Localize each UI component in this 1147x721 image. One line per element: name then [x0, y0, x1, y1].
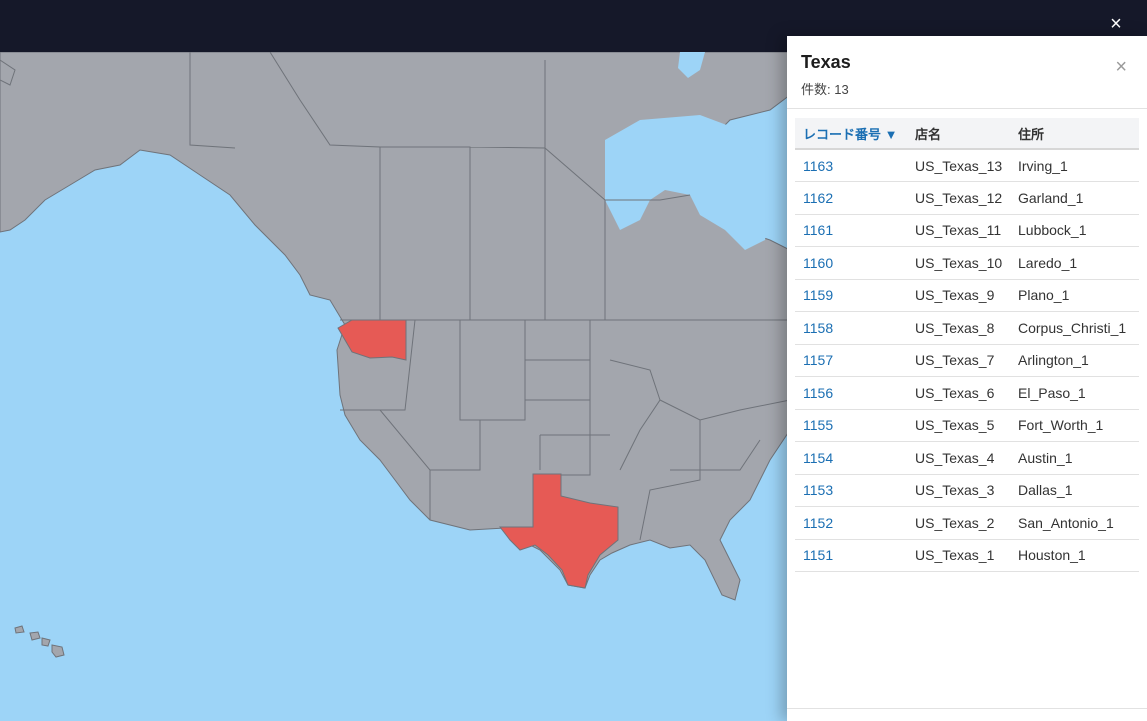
panel-header: Texas 件数: 13 × [787, 36, 1147, 109]
address-cell: Laredo_1 [1010, 246, 1139, 280]
store-name-cell: US_Texas_7 [907, 344, 1010, 377]
record-count: 件数: 13 [801, 82, 849, 97]
record-number-link[interactable]: 1155 [795, 409, 907, 442]
store-name-cell: US_Texas_6 [907, 376, 1010, 410]
address-cell: Fort_Worth_1 [1010, 409, 1139, 442]
record-number-link[interactable]: 1156 [795, 376, 907, 410]
records-table: レコード番号 ▼ 店名 住所 1163 US_Texas_13 Irving_1 11… [795, 118, 1139, 572]
store-name-cell: US_Texas_13 [907, 149, 1010, 182]
store-name-cell: US_Texas_3 [907, 474, 1010, 507]
record-number-link[interactable]: 1152 [795, 506, 907, 540]
store-name-cell: US_Texas_2 [907, 506, 1010, 540]
store-name-cell: US_Texas_9 [907, 279, 1010, 312]
table-row[interactable]: 1160 US_Texas_10 Laredo_1 [795, 246, 1139, 280]
table-row[interactable]: 1152 US_Texas_2 San_Antonio_1 [795, 506, 1139, 540]
province-borders [189, 52, 790, 541]
record-number-link[interactable]: 1161 [795, 214, 907, 247]
address-cell: Houston_1 [1010, 539, 1139, 572]
record-number-link[interactable]: 1158 [795, 311, 907, 345]
address-cell: Austin_1 [1010, 441, 1139, 475]
hawaii-islands [14, 625, 65, 658]
column-address[interactable]: 住所 [1010, 118, 1139, 150]
column-record-number[interactable]: レコード番号 ▼ [795, 118, 907, 150]
store-name-cell: US_Texas_5 [907, 409, 1010, 442]
table-header-row: レコード番号 ▼ 店名 住所 [795, 118, 1139, 150]
us-map[interactable] [0, 52, 790, 721]
record-number-link[interactable]: 1154 [795, 441, 907, 475]
address-cell: Dallas_1 [1010, 474, 1139, 507]
washington-state[interactable] [337, 319, 407, 361]
table-row[interactable]: 1159 US_Texas_9 Plano_1 [795, 279, 1139, 312]
record-number-link[interactable]: 1160 [795, 246, 907, 280]
table-row[interactable]: 1158 US_Texas_8 Corpus_Christi_1 [795, 311, 1139, 345]
hudson-bay [605, 115, 770, 250]
details-panel: Texas 件数: 13 × レコード番号 ▼ 店名 住所 1163 US_Tex… [787, 36, 1147, 721]
store-name-cell: US_Texas_8 [907, 311, 1010, 345]
table-row[interactable]: 1163 US_Texas_13 Irving_1 [795, 149, 1139, 182]
address-cell: Plano_1 [1010, 279, 1139, 312]
column-store-name[interactable]: 店名 [907, 118, 1010, 150]
record-number-link[interactable]: 1163 [795, 149, 907, 182]
store-name-cell: US_Texas_1 [907, 539, 1010, 572]
panel-title: Texas [801, 52, 851, 72]
store-name-cell: US_Texas_10 [907, 246, 1010, 280]
address-cell: San_Antonio_1 [1010, 506, 1139, 540]
table-row[interactable]: 1161 US_Texas_11 Lubbock_1 [795, 214, 1139, 247]
aleutian-islands [0, 59, 16, 86]
address-cell: Corpus_Christi_1 [1010, 311, 1139, 345]
store-name-cell: US_Texas_11 [907, 214, 1010, 247]
record-number-link[interactable]: 1153 [795, 474, 907, 507]
table-row[interactable]: 1157 US_Texas_7 Arlington_1 [795, 344, 1139, 377]
table-row[interactable]: 1154 US_Texas_4 Austin_1 [795, 441, 1139, 475]
table-row[interactable]: 1153 US_Texas_3 Dallas_1 [795, 474, 1139, 507]
arctic-channel [678, 52, 705, 78]
close-icon[interactable]: × [1110, 13, 1122, 35]
table-row[interactable]: 1156 US_Texas_6 El_Paso_1 [795, 376, 1139, 410]
address-cell: Arlington_1 [1010, 344, 1139, 377]
panel-close-icon[interactable]: × [1115, 56, 1127, 78]
address-cell: Irving_1 [1010, 149, 1139, 182]
texas-state[interactable] [498, 473, 619, 589]
table-row[interactable]: 1155 US_Texas_5 Fort_Worth_1 [795, 409, 1139, 442]
store-name-cell: US_Texas_4 [907, 441, 1010, 475]
record-number-link[interactable]: 1157 [795, 344, 907, 377]
address-cell: El_Paso_1 [1010, 376, 1139, 410]
table-row[interactable]: 1162 US_Texas_12 Garland_1 [795, 181, 1139, 215]
panel-footer-divider [787, 708, 1147, 709]
address-cell: Garland_1 [1010, 181, 1139, 215]
record-number-link[interactable]: 1151 [795, 539, 907, 572]
store-name-cell: US_Texas_12 [907, 181, 1010, 215]
address-cell: Lubbock_1 [1010, 214, 1139, 247]
record-number-link[interactable]: 1159 [795, 279, 907, 312]
table-row[interactable]: 1151 US_Texas_1 Houston_1 [795, 539, 1139, 572]
record-number-link[interactable]: 1162 [795, 181, 907, 215]
